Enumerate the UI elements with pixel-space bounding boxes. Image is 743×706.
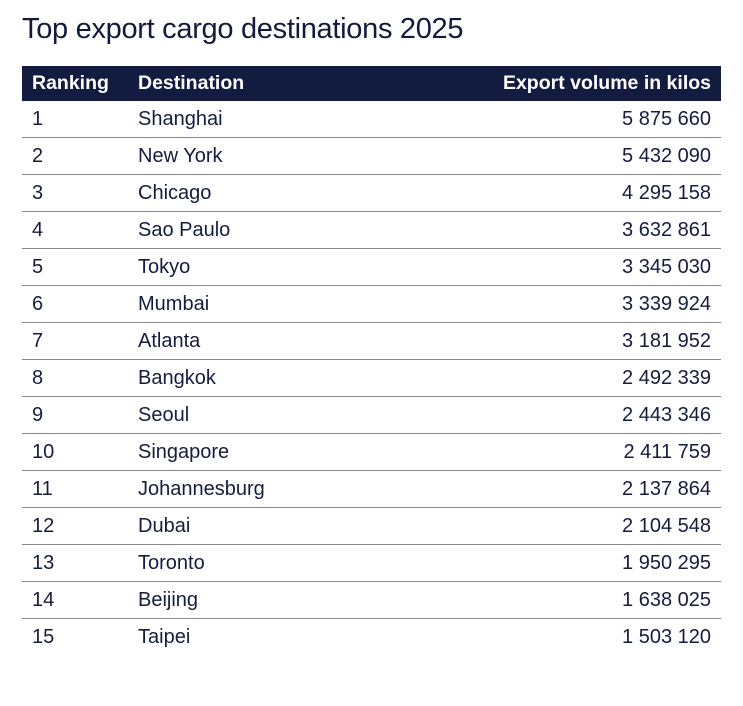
destination-cell: Toronto [138, 551, 205, 574]
volume-cell: 4 295 158 [622, 181, 711, 204]
volume-cell: 3 345 030 [622, 255, 711, 278]
destination-cell: Atlanta [138, 329, 201, 352]
destinations-table: Ranking Destination Export volume in kil… [22, 66, 721, 655]
header-destination: Destination [138, 72, 245, 94]
volume-cell: 5 875 660 [622, 107, 711, 130]
destination-cell: Johannesburg [138, 477, 265, 500]
rank-cell: 1 [32, 107, 44, 130]
table-row: 2 New York 5 432 090 [22, 138, 721, 175]
destination-cell: Beijing [138, 588, 199, 611]
rank-cell: 8 [32, 366, 44, 389]
destination-cell: Taipei [138, 625, 191, 648]
destination-cell: Chicago [138, 181, 212, 204]
table-row: 6 Mumbai 3 339 924 [22, 286, 721, 323]
destination-cell: Seoul [138, 403, 190, 426]
table-row: 14 Beijing 1 638 025 [22, 582, 721, 619]
table-row: 12 Dubai 2 104 548 [22, 508, 721, 545]
volume-cell: 3 632 861 [622, 218, 711, 241]
destination-cell: Shanghai [138, 107, 223, 130]
rank-cell: 10 [32, 440, 55, 463]
volume-cell: 2 443 346 [622, 403, 711, 426]
rank-cell: 13 [32, 551, 55, 574]
volume-cell: 2 137 864 [622, 477, 711, 500]
rank-cell: 11 [32, 477, 53, 500]
destination-cell: Singapore [138, 440, 230, 463]
table-row: 15 Taipei 1 503 120 [22, 619, 721, 655]
header-volume: Export volume in kilos [502, 72, 711, 94]
volume-cell: 3 181 952 [622, 329, 711, 352]
table-header: Ranking Destination Export volume in kil… [22, 66, 721, 101]
rank-cell: 4 [32, 218, 44, 241]
page-title: Top export cargo destinations 2025 [22, 13, 464, 45]
rank-cell: 7 [32, 329, 44, 352]
volume-cell: 2 492 339 [622, 366, 711, 389]
table-row: 5 Tokyo 3 345 030 [22, 249, 721, 286]
rank-cell: 9 [32, 403, 44, 426]
table-body: 1 Shanghai 5 875 660 2 New York 5 432 090 3 Chi… [22, 101, 721, 655]
table-row: 10 Singapore 2 411 759 [22, 434, 721, 471]
volume-cell: 3 339 924 [622, 292, 711, 315]
table-row: 11 Johannesburg 2 137 864 [22, 471, 721, 508]
rank-cell: 3 [32, 181, 44, 204]
destination-cell: Dubai [138, 514, 191, 537]
volume-cell: 2 411 759 [623, 440, 712, 463]
rank-cell: 14 [32, 588, 55, 611]
destination-cell: Tokyo [138, 255, 191, 278]
volume-cell: 2 104 548 [622, 514, 711, 537]
destination-cell: Sao Paulo [138, 218, 231, 241]
table-row: 8 Bangkok 2 492 339 [22, 360, 721, 397]
rank-cell: 2 [32, 144, 44, 167]
table-row: 4 Sao Paulo 3 632 861 [22, 212, 721, 249]
rank-cell: 15 [32, 625, 55, 648]
table-row: 7 Atlanta 3 181 952 [22, 323, 721, 360]
rank-cell: 6 [32, 292, 44, 315]
volume-cell: 5 432 090 [622, 144, 711, 167]
table-row: 1 Shanghai 5 875 660 [22, 101, 721, 138]
table-row: 9 Seoul 2 443 346 [22, 397, 721, 434]
table-row: 13 Toronto 1 950 295 [22, 545, 721, 582]
rank-cell: 12 [32, 514, 55, 537]
volume-cell: 1 950 295 [622, 551, 711, 574]
destination-cell: Bangkok [138, 366, 216, 389]
rank-cell: 5 [32, 255, 44, 278]
header-ranking: Ranking [32, 72, 109, 94]
destination-cell: Mumbai [138, 292, 210, 315]
destination-cell: New York [138, 144, 223, 167]
table-row: 3 Chicago 4 295 158 [22, 175, 721, 212]
volume-cell: 1 638 025 [622, 588, 711, 611]
volume-cell: 1 503 120 [622, 625, 711, 648]
